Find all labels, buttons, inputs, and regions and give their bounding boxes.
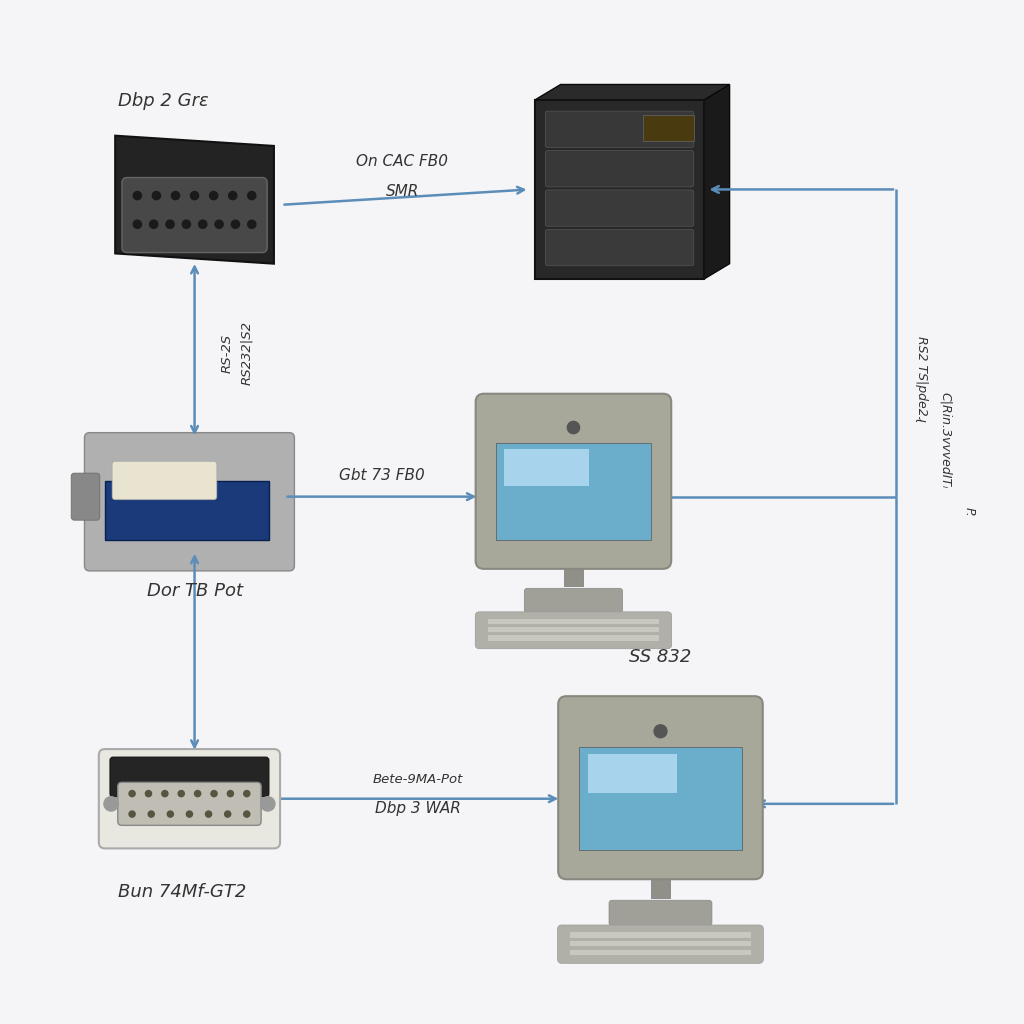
Circle shape bbox=[133, 220, 141, 228]
FancyBboxPatch shape bbox=[497, 442, 651, 541]
Circle shape bbox=[244, 811, 250, 817]
FancyBboxPatch shape bbox=[545, 229, 694, 266]
FancyBboxPatch shape bbox=[580, 748, 741, 850]
FancyBboxPatch shape bbox=[118, 782, 261, 825]
Circle shape bbox=[145, 791, 152, 797]
FancyBboxPatch shape bbox=[570, 949, 751, 955]
Text: Bete-9MA-Pot: Bete-9MA-Pot bbox=[373, 773, 463, 786]
Circle shape bbox=[178, 791, 184, 797]
Circle shape bbox=[206, 811, 212, 817]
Circle shape bbox=[129, 791, 135, 797]
FancyBboxPatch shape bbox=[588, 755, 677, 793]
FancyBboxPatch shape bbox=[105, 481, 268, 541]
Text: RS232|S2: RS232|S2 bbox=[241, 322, 254, 385]
Circle shape bbox=[166, 220, 174, 228]
Text: Dor TB Pot: Dor TB Pot bbox=[146, 582, 243, 600]
FancyBboxPatch shape bbox=[570, 941, 751, 946]
Text: Dbp 2 Grɛ: Dbp 2 Grɛ bbox=[118, 91, 209, 110]
Text: Dbp 3 WAR: Dbp 3 WAR bbox=[375, 801, 461, 816]
Text: P.: P. bbox=[963, 507, 975, 517]
FancyBboxPatch shape bbox=[545, 151, 694, 187]
FancyBboxPatch shape bbox=[487, 635, 659, 641]
Text: RS-2S: RS-2S bbox=[220, 334, 233, 373]
FancyBboxPatch shape bbox=[535, 100, 705, 280]
FancyBboxPatch shape bbox=[643, 116, 694, 141]
Circle shape bbox=[211, 791, 217, 797]
Polygon shape bbox=[535, 85, 729, 100]
FancyBboxPatch shape bbox=[475, 612, 672, 649]
Text: Gbt 73 FB0: Gbt 73 FB0 bbox=[339, 468, 425, 483]
FancyBboxPatch shape bbox=[564, 555, 583, 586]
Text: SMR: SMR bbox=[386, 184, 419, 200]
FancyBboxPatch shape bbox=[505, 450, 590, 486]
Circle shape bbox=[224, 811, 230, 817]
Circle shape bbox=[199, 220, 207, 228]
Circle shape bbox=[167, 811, 173, 817]
Circle shape bbox=[182, 220, 190, 228]
Circle shape bbox=[153, 191, 161, 200]
FancyBboxPatch shape bbox=[651, 865, 670, 898]
FancyBboxPatch shape bbox=[487, 627, 659, 632]
Circle shape bbox=[210, 191, 218, 200]
Circle shape bbox=[248, 191, 256, 200]
Text: On CAC FB0: On CAC FB0 bbox=[356, 154, 449, 169]
Circle shape bbox=[150, 220, 158, 228]
Text: SS 832: SS 832 bbox=[630, 647, 691, 666]
FancyBboxPatch shape bbox=[72, 473, 100, 520]
FancyBboxPatch shape bbox=[558, 696, 763, 880]
Polygon shape bbox=[705, 85, 729, 280]
FancyBboxPatch shape bbox=[84, 432, 295, 571]
Circle shape bbox=[104, 797, 119, 811]
FancyBboxPatch shape bbox=[487, 618, 659, 624]
Circle shape bbox=[231, 220, 240, 228]
Circle shape bbox=[133, 191, 141, 200]
Polygon shape bbox=[115, 135, 274, 263]
FancyBboxPatch shape bbox=[609, 900, 712, 926]
Circle shape bbox=[567, 422, 580, 434]
Circle shape bbox=[171, 191, 179, 200]
FancyBboxPatch shape bbox=[545, 112, 694, 147]
Circle shape bbox=[215, 220, 223, 228]
Circle shape bbox=[148, 811, 155, 817]
Circle shape bbox=[654, 725, 667, 737]
Circle shape bbox=[186, 811, 193, 817]
Text: RS2 TS|pde2ɻ: RS2 TS|pde2ɻ bbox=[915, 336, 928, 422]
Circle shape bbox=[244, 791, 250, 797]
Circle shape bbox=[129, 811, 135, 817]
Circle shape bbox=[190, 191, 199, 200]
FancyBboxPatch shape bbox=[110, 758, 268, 797]
FancyBboxPatch shape bbox=[475, 394, 672, 569]
Circle shape bbox=[162, 791, 168, 797]
Text: C|Rin.3vvvedITᵢ: C|Rin.3vvvedITᵢ bbox=[939, 392, 951, 488]
Circle shape bbox=[195, 791, 201, 797]
FancyBboxPatch shape bbox=[545, 190, 694, 226]
FancyBboxPatch shape bbox=[98, 750, 281, 848]
FancyBboxPatch shape bbox=[122, 177, 267, 253]
FancyBboxPatch shape bbox=[113, 461, 217, 500]
Circle shape bbox=[227, 791, 233, 797]
Circle shape bbox=[228, 191, 237, 200]
Circle shape bbox=[260, 797, 274, 811]
Circle shape bbox=[248, 220, 256, 228]
FancyBboxPatch shape bbox=[558, 925, 763, 964]
FancyBboxPatch shape bbox=[570, 932, 751, 938]
Text: Bun 74Mf-GT2: Bun 74Mf-GT2 bbox=[118, 883, 246, 901]
FancyBboxPatch shape bbox=[524, 588, 623, 612]
